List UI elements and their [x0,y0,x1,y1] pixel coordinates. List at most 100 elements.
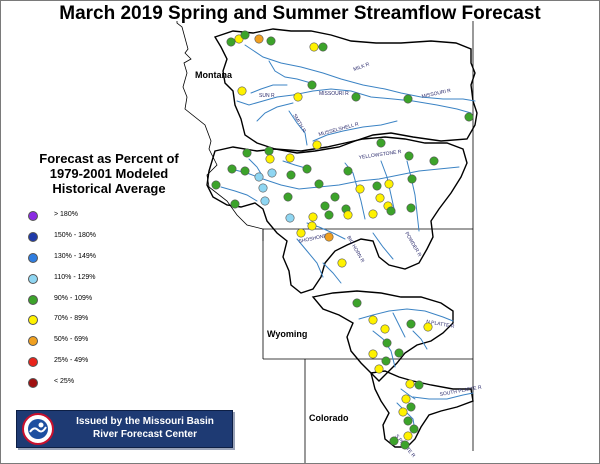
forecast-point [283,192,293,202]
forecast-point [226,37,236,47]
laramie-river [412,330,428,350]
forecast-point [407,174,417,184]
river-label: SMITH R [291,113,307,134]
forecast-point [368,315,378,325]
state-label-wyoming: Wyoming [267,329,307,339]
forecast-point [405,379,415,389]
legend-swatch [28,252,38,263]
forecast-point [375,193,385,203]
missouri-river [236,88,472,114]
river-label: YELLOWSTONE R [358,149,402,161]
river-label: SUN R [259,93,275,99]
popo-agie [322,262,342,284]
forecast-point [237,86,247,96]
forecast-point [307,80,317,90]
cache-la-poudre [400,388,416,400]
forecast-point [324,210,334,220]
forecast-point [381,356,391,366]
legend-label: 130% - 149% [54,252,97,260]
issuer-text: Issued by the Missouri Basin River Forec… [61,415,229,441]
forecast-point [343,166,353,176]
forecast-point [302,164,312,174]
forecast-point [227,164,237,174]
forecast-point [414,380,424,390]
legend-label: 90% - 109% [54,294,93,302]
state-label-montana: Montana [195,70,233,80]
sun-river [250,84,288,94]
forecast-point [266,36,276,46]
state-boundaries [176,21,474,463]
forecast-point [320,201,330,211]
forecast-point [400,440,410,450]
legend-title-line: 1979-2001 Modeled [49,166,169,181]
river-label: MISSOURI R [319,91,349,97]
forecast-point [343,210,353,220]
legend-label: < 25% [54,378,75,386]
clear-creek [372,232,394,260]
map-title: March 2019 Spring and Summer Streamflow … [59,3,541,24]
forecast-point [230,199,240,209]
forecast-point [265,154,275,164]
legend-swatch [28,211,38,221]
state-label-colorado: Colorado [309,413,349,423]
powder-river [406,160,420,232]
forecast-point [352,298,362,308]
issuer-line: Issued by the Missouri Basin [76,416,214,427]
musselshell-river [312,120,398,142]
forecast-point [296,228,306,238]
forecast-point [285,153,295,163]
forecast-point [398,407,408,417]
forecast-point [264,146,274,156]
forecast-point [372,181,382,191]
forecast-point [380,324,390,334]
legend-label: 110% - 129% [54,273,96,281]
legend-label: 50% - 69% [54,336,89,344]
legend-swatch [28,315,38,326]
legend-swatch [28,378,38,389]
sweetwater-river [392,312,406,338]
forecast-point [286,170,296,180]
forecast-point [240,30,250,40]
forecast-point [351,92,361,102]
forecast-point [409,424,419,434]
forecast-point [403,94,413,104]
forecast-point [293,92,303,102]
south-platte-river [412,392,474,400]
forecast-point [254,172,264,182]
forecast-point [285,213,295,223]
milk-river [244,44,476,102]
montana-idaho-border [176,21,264,241]
forecast-point [242,148,252,158]
forecast-point [211,180,221,190]
forecast-point [406,402,416,412]
forecast-point [386,206,396,216]
forecast-point [384,179,394,189]
legend-label: 150% - 180% [54,231,97,239]
legend-swatch [28,336,38,347]
legend-label: 70% - 89% [54,315,89,323]
legend-swatch [28,231,38,242]
legend-label: 25% - 49% [54,357,89,365]
issuer-badge: Issued by the Missouri Basin River Forec… [16,410,233,448]
forecast-point [374,364,384,374]
forecast-point [308,212,318,222]
forecast-point [314,179,324,189]
legend-title-line: Historical Average [52,181,166,196]
forecast-point [406,203,416,213]
yellowstone-basin [206,136,468,294]
river-network [220,44,476,432]
wind-river [296,238,324,278]
forecast-point [258,183,268,193]
forecast-point [309,42,319,52]
legend-swatch [28,273,38,284]
forecast-point [376,138,386,148]
issuer-line: River Forecast Center [93,429,197,440]
river-label: MUSSELSHELL R [318,121,360,138]
river-label: POWDER R [403,231,422,258]
north-platte-river [358,308,454,322]
legend-title: Forecast as Percent of 1979-2001 Modeled… [9,151,209,196]
forecast-point [368,349,378,359]
forecast-point [404,151,414,161]
